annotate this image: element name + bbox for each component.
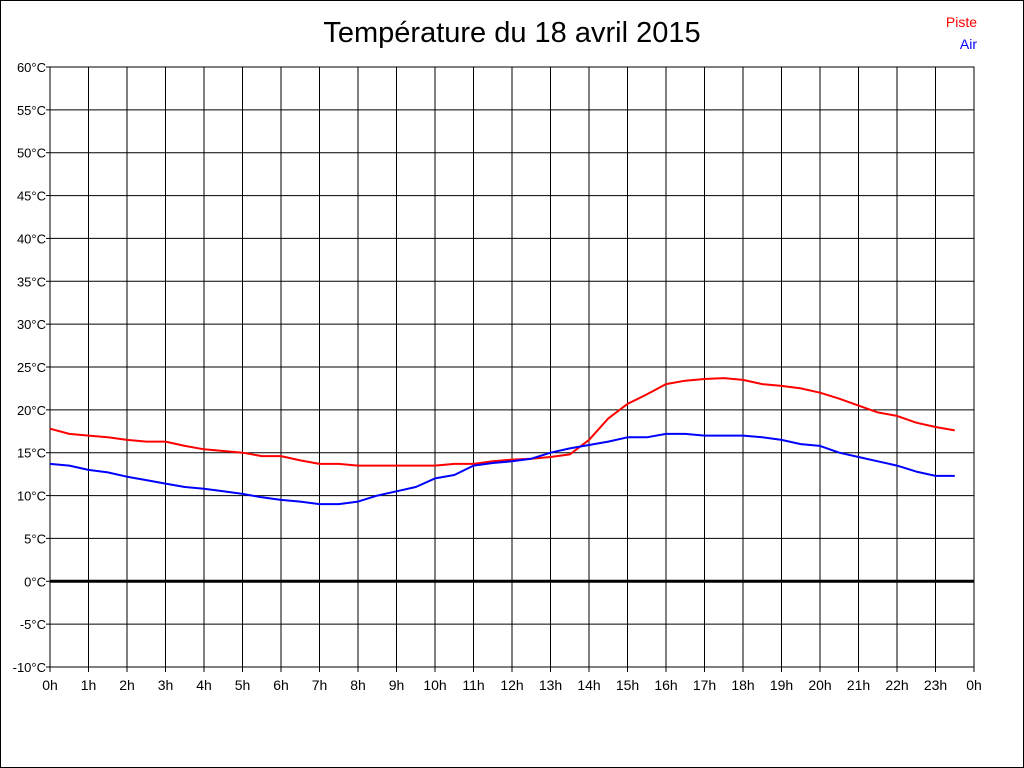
- x-tick-label: 9h: [389, 677, 405, 693]
- x-tick-label: 2h: [119, 677, 135, 693]
- x-tick-label: 16h: [654, 677, 677, 693]
- x-tick-label: 8h: [350, 677, 366, 693]
- x-tick-label: 17h: [693, 677, 716, 693]
- plot-border: [49, 66, 975, 668]
- x-tick-label: 21h: [847, 677, 870, 693]
- x-tick-label: 22h: [885, 677, 908, 693]
- y-tick-label: 0°C: [24, 574, 46, 589]
- x-tick-label: 20h: [808, 677, 831, 693]
- x-tick-label: 4h: [196, 677, 212, 693]
- x-tick-label: 19h: [770, 677, 793, 693]
- y-tick-label: -5°C: [20, 617, 46, 632]
- x-tick-label: 18h: [731, 677, 754, 693]
- y-tick-label: 25°C: [17, 360, 46, 375]
- y-tick-label: 45°C: [17, 189, 46, 204]
- y-tick-label: 5°C: [24, 531, 46, 546]
- x-tick-label: 10h: [423, 677, 446, 693]
- x-tick-label: 5h: [235, 677, 251, 693]
- series-line-air: [49, 432, 955, 506]
- y-tick-label: 30°C: [17, 317, 46, 332]
- x-tick-label: 7h: [312, 677, 328, 693]
- x-tick-label: 23h: [924, 677, 947, 693]
- y-tick-label: 10°C: [17, 489, 46, 504]
- y-tick-label: 55°C: [17, 103, 46, 118]
- y-tick-label: 15°C: [17, 446, 46, 461]
- y-tick-label: -10°C: [13, 660, 46, 675]
- x-tick-label: 14h: [577, 677, 600, 693]
- x-tick-label: 3h: [158, 677, 174, 693]
- legend-entry-piste: Piste: [945, 14, 977, 30]
- y-tick-label: 20°C: [17, 403, 46, 418]
- legend-entry-air: Air: [959, 36, 977, 52]
- y-tick-label: 50°C: [17, 146, 46, 161]
- chart-title: Température du 18 avril 2015: [323, 17, 701, 49]
- x-tick-label: 12h: [500, 677, 523, 693]
- x-tick-label: 15h: [616, 677, 639, 693]
- x-tick-label: 0h: [966, 677, 982, 693]
- x-tick-label: 0h: [42, 677, 58, 693]
- y-tick-label: 60°C: [17, 60, 46, 75]
- y-tick-label: 35°C: [17, 274, 46, 289]
- x-tick-label: 1h: [81, 677, 97, 693]
- series-line-piste: [49, 377, 955, 467]
- x-tick-label: 13h: [539, 677, 562, 693]
- x-tick-label: 6h: [273, 677, 289, 693]
- y-tick-label: 40°C: [17, 231, 46, 246]
- x-tick-label: 11h: [462, 677, 484, 693]
